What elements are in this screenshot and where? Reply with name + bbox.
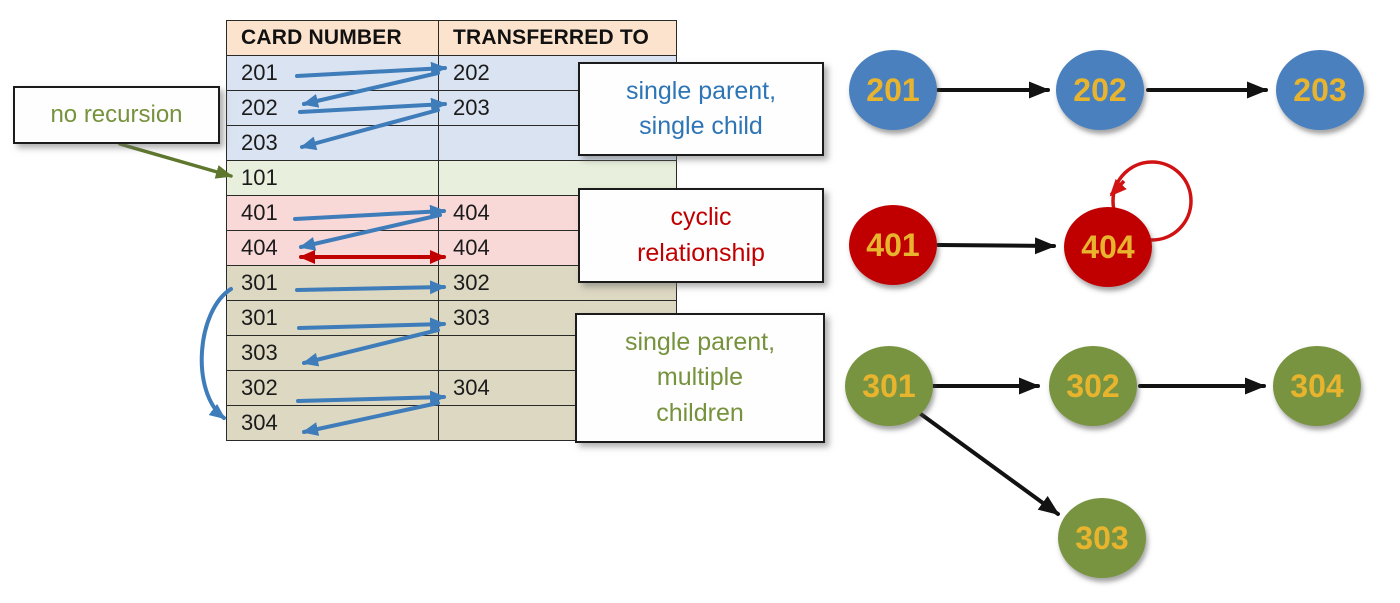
table-row: 302 304 xyxy=(226,370,677,406)
node-202 xyxy=(1056,50,1144,130)
node-301-label: 301 xyxy=(862,368,915,404)
node-201 xyxy=(849,50,937,130)
self-loop-arrowhead xyxy=(1109,178,1127,197)
node-304-label: 304 xyxy=(1290,368,1344,404)
cyclic-relationship-callout: cyclic relationship xyxy=(578,188,824,283)
callout-line: cyclic xyxy=(670,203,732,231)
edge-301-303 xyxy=(916,410,1060,516)
header-card-number: CARD NUMBER xyxy=(226,20,439,56)
node-303 xyxy=(1058,498,1146,578)
table-header-row: CARD NUMBER TRANSFERRED TO xyxy=(226,20,677,56)
node-401 xyxy=(849,205,937,285)
no-recursion-arrow xyxy=(118,142,233,179)
node-302-label: 302 xyxy=(1066,368,1119,404)
callout-line: children xyxy=(656,398,744,427)
node-404 xyxy=(1064,207,1152,287)
callout-line: single parent, xyxy=(624,327,776,356)
node-304 xyxy=(1273,346,1361,426)
edge-401-404 xyxy=(936,237,1056,255)
callout-line: single parent, xyxy=(625,76,777,105)
cell-card: 302 xyxy=(226,370,439,406)
node-302 xyxy=(1049,346,1137,426)
node-301 xyxy=(845,346,933,426)
no-recursion-label: no recursion xyxy=(50,100,183,128)
table-row: 201 202 xyxy=(226,55,677,91)
cell-card: 101 xyxy=(226,160,439,196)
cell-card: 203 xyxy=(226,125,439,161)
cell-card: 404 xyxy=(226,230,439,266)
cell-card: 301 xyxy=(226,265,439,301)
node-203 xyxy=(1276,50,1364,130)
cell-card: 304 xyxy=(226,405,439,441)
header-transferred-to: TRANSFERRED TO xyxy=(438,20,677,56)
node-202-label: 202 xyxy=(1073,72,1126,108)
table-row: 101 xyxy=(226,160,677,196)
node-401-label: 401 xyxy=(866,227,919,263)
single-parent-multiple-children-callout: single parent, multiple children xyxy=(575,313,825,443)
graph-single-parent-single-child: 201 202 203 xyxy=(849,50,1364,130)
cell-card: 301 xyxy=(226,300,439,336)
node-404-label: 404 xyxy=(1081,229,1135,265)
cell-card: 401 xyxy=(226,195,439,231)
callout-line: single child xyxy=(639,112,763,140)
cell-card: 303 xyxy=(226,335,439,371)
node-203-label: 203 xyxy=(1293,72,1346,108)
node-201-label: 201 xyxy=(866,72,919,108)
single-parent-single-child-callout: single parent, single child xyxy=(578,62,824,156)
cell-card: 201 xyxy=(226,55,439,91)
graph-single-parent-multiple-children: 301 302 304 303 xyxy=(845,346,1361,578)
no-recursion-callout: no recursion xyxy=(13,86,220,144)
graph-cyclic-relationship: 401 404 xyxy=(849,160,1193,287)
self-loop-curve xyxy=(1111,160,1193,242)
cell-transferred: 202 xyxy=(438,55,677,91)
node-303-label: 303 xyxy=(1075,520,1128,556)
callout-line: relationship xyxy=(637,238,765,267)
callout-line: multiple xyxy=(656,363,744,392)
cell-card: 202 xyxy=(226,90,439,126)
